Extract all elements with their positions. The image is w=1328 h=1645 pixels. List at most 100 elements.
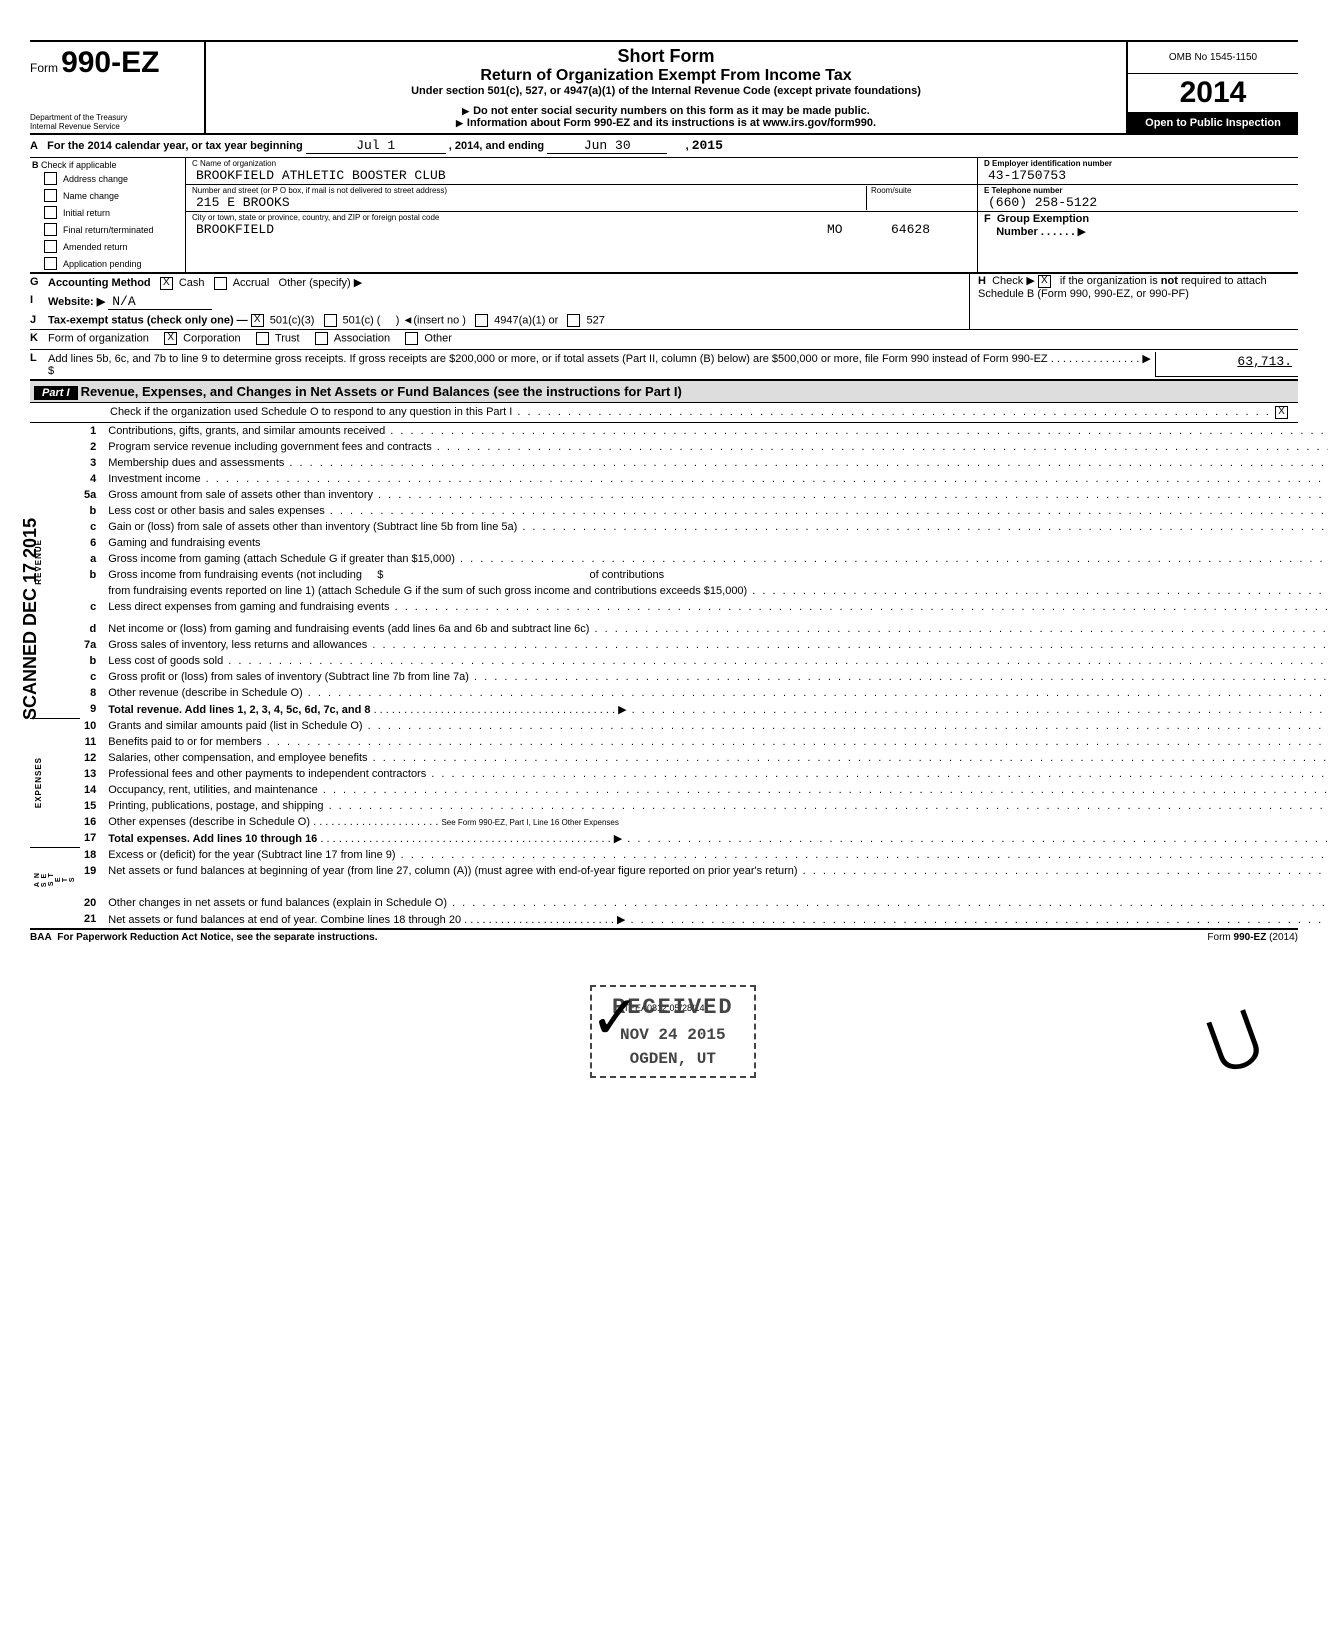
l6d-text: Net income or (loss) from gaming and fun… [108,623,1328,635]
tax-year: 2014 [1128,74,1298,113]
l1-text: Contributions, gifts, grants, and simila… [108,425,1328,437]
org-zip: 64628 [887,222,971,237]
l7b-text: Less cost of goods sold [108,655,1328,667]
website-value: N/A [108,294,212,310]
checkbox-4947[interactable] [475,314,488,327]
note-ssn: Do not enter social security numbers on … [210,105,1122,117]
period-label: For the 2014 calendar year, or tax year … [47,140,303,152]
l6b-text4: from fundraising events reported on line… [108,585,1328,597]
l5a-text: Gross amount from sale of assets other t… [108,489,1328,501]
checkbox-initial-return[interactable] [44,206,57,219]
l12-text: Salaries, other compensation, and employ… [108,752,1328,764]
accounting-label: Accounting Method [48,277,151,289]
checkbox-name-change[interactable] [44,189,57,202]
side-expenses: EXPENSES [34,757,43,808]
opt-501c-b: ) ◄(insert no ) [396,314,466,326]
opt-501c: 501(c) ( [343,314,381,326]
checkbox-501c3[interactable]: X [251,314,264,327]
line-l-text: Add lines 5b, 6c, and 7b to line 9 to de… [48,352,1155,377]
side-revenue: REVENUE [34,539,43,585]
checkbox-cash[interactable]: X [160,277,173,290]
opt-final-return: Final return/terminated [63,225,154,235]
form-org-label: Form of organization [48,332,149,344]
opt-address-change: Address change [63,174,128,184]
l6a-text: Gross income from gaming (attach Schedul… [108,553,1328,565]
l5c-text: Gain or (loss) from sale of assets other… [108,521,1328,533]
checkbox-501c[interactable] [324,314,337,327]
opt-other: Other (specify) ▶ [279,277,363,289]
opt-cash: Cash [179,277,205,289]
period-mid: , 2014, and ending [449,140,544,152]
l19-text: Net assets or fund balances at beginning… [108,865,1328,877]
l6b-text3: of contributions [590,569,665,581]
l20-text: Other changes in net assets or fund bala… [108,897,1328,909]
checkbox-corp[interactable]: X [164,332,177,345]
l18-text: Excess or (deficit) for the year (Subtra… [108,849,1328,861]
checkbox-527[interactable] [567,314,580,327]
period-end-mon: Jun 30 [547,138,667,154]
l11-text: Benefits paid to or for members [108,736,1328,748]
arrow-icon: ▶ [1078,226,1086,238]
l4-text: Investment income [108,473,1328,485]
l2-text: Program service revenue including govern… [108,441,1328,453]
opt-trust: Trust [275,332,300,344]
opt-other-org: Other [424,332,452,344]
l14-text: Occupancy, rent, utilities, and maintena… [108,784,1328,796]
checkbox-schedule-o[interactable]: X [1275,406,1288,419]
checkbox-amended[interactable] [44,240,57,253]
h-check-label: Check ▶ [992,275,1035,287]
checkbox-final-return[interactable] [44,223,57,236]
city-label: City or town, state or province, country… [192,213,971,222]
org-address: 215 E BROOKS [192,195,866,210]
l6b-dollar: $ [377,569,383,581]
checkbox-app-pending[interactable] [44,257,57,270]
form-number: 990-EZ [61,46,159,79]
form-prefix: Form [30,61,58,75]
l17-text: Total expenses. Add lines 10 through 16 … [108,832,1328,845]
addr-label: Number and street (or P O box, if mail i… [192,186,866,195]
opt-corp: Corporation [183,332,240,344]
side-net-assets: A NS ES TETS [34,872,76,887]
subtitle: Under section 501(c), 527, or 4947(a)(1)… [210,85,1122,97]
l8-text: Other revenue (describe in Schedule O) [108,687,1328,699]
part1-check-text: Check if the organization used Schedule … [110,406,1275,419]
checkbox-trust[interactable] [256,332,269,345]
l16-text: Other expenses (describe in Schedule O) … [108,816,619,828]
phone-label: E Telephone number [984,186,1292,195]
l6b-text1: Gross income from fundraising events (no… [108,569,362,581]
checkbox-assoc[interactable] [315,332,328,345]
org-city: BROOKFIELD [192,222,823,237]
period-begin: Jul 1 [306,138,446,154]
phone-value: (660) 258-5122 [984,195,1292,210]
ein-label: D Employer identification number [984,159,1292,168]
checkbox-h[interactable]: X [1038,275,1051,288]
footer-right: Form 990-EZ (2014) [1207,932,1298,943]
tax-status-label: Tax-exempt status (check only one) — [48,314,248,326]
opt-app-pending: Application pending [63,259,142,269]
opt-4947: 4947(a)(1) or [494,314,558,326]
checkbox-address-change[interactable] [44,172,57,185]
opt-amended: Amended return [63,242,128,252]
checkbox-other-org[interactable] [405,332,418,345]
l15-text: Printing, publications, postage, and shi… [108,800,1328,812]
opt-name-change: Name change [63,191,119,201]
group-exempt-label: F Group Exemption Number . . . . . . [984,213,1089,238]
ein-value: 43-1750753 [984,168,1292,183]
checkbox-accrual[interactable] [214,277,227,290]
part1-title: Revenue, Expenses, and Changes in Net As… [81,384,682,399]
l21-text: Net assets or fund balances at end of ye… [108,913,1328,926]
l7c-text: Gross profit or (loss) from sales of inv… [108,671,1328,683]
title-return: Return of Organization Exempt From Incom… [210,67,1122,85]
part1-label: Part I [34,386,78,400]
part1-table: REVENUE 1 Contributions, gifts, grants, … [30,423,1328,929]
org-state: MO [823,222,887,237]
omb-number: OMB No 1545-1150 [1128,42,1298,74]
org-name: BROOKFIELD ATHLETIC BOOSTER CLUB [192,168,971,183]
signature-mark: ✓ [590,983,640,1053]
period-end-year: , 2015 [686,140,723,152]
check-applicable-label: Check if applicable [41,160,117,170]
title-short-form: Short Form [210,46,1122,67]
website-label: Website: ▶ [48,296,105,308]
opt-assoc: Association [334,332,390,344]
form-header: Form 990-EZ Department of the TreasuryIn… [30,40,1298,135]
